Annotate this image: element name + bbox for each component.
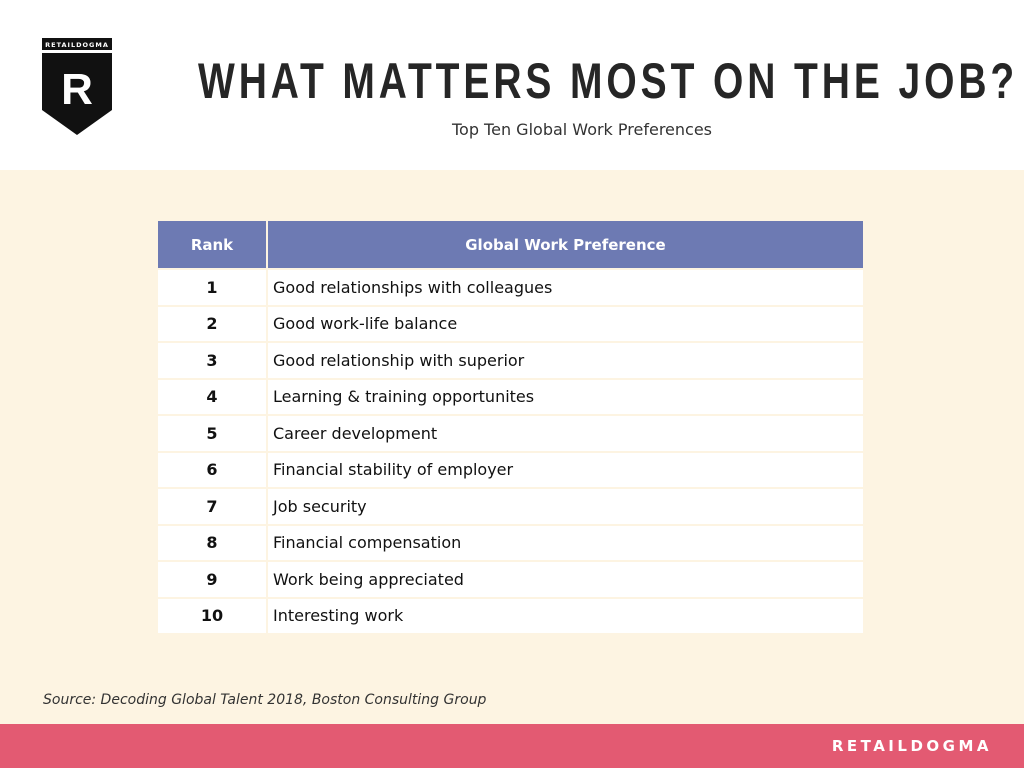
preference-cell: Job security (268, 489, 863, 524)
rank-cell: 9 (158, 562, 266, 597)
rank-cell: 3 (158, 343, 266, 378)
rank-cell: 8 (158, 525, 266, 560)
retaildogma-logo-icon: RETAILDOGMA R (42, 38, 112, 135)
preference-cell: Work being appreciated (268, 562, 863, 597)
table-row: 3 Good relationship with superior (158, 343, 863, 378)
preference-cell: Good relationships with colleagues (268, 270, 863, 305)
table-row: 7 Job security (158, 489, 863, 524)
preference-cell: Learning & training opportunites (268, 379, 863, 414)
rank-cell: 1 (158, 270, 266, 305)
table-row: 6 Financial stability of employer (158, 452, 863, 487)
rank-cell: 7 (158, 489, 266, 524)
preference-cell: Good relationship with superior (268, 343, 863, 378)
content-area: Rank Global Work Preference 1 Good relati… (0, 170, 1024, 724)
table-row: 10 Interesting work (158, 598, 863, 633)
rank-cell: 2 (158, 306, 266, 341)
preference-cell: Interesting work (268, 598, 863, 633)
rank-cell: 5 (158, 416, 266, 451)
table-row: 4 Learning & training opportunites (158, 379, 863, 414)
page-title: WHAT MATTERS MOST ON THE JOB? (198, 53, 1019, 109)
column-header-preference: Global Work Preference (268, 221, 863, 268)
preferences-table: Rank Global Work Preference 1 Good relati… (156, 219, 865, 635)
page-subtitle: Top Ten Global Work Preferences (451, 120, 713, 139)
preference-cell: Financial stability of employer (268, 452, 863, 487)
table-row: 2 Good work-life balance (158, 306, 863, 341)
footer-brand: RETAILDOGMA (831, 737, 992, 755)
svg-text:R: R (61, 65, 93, 114)
preference-cell: Financial compensation (268, 525, 863, 560)
column-header-rank: Rank (158, 221, 266, 268)
preference-cell: Career development (268, 416, 863, 451)
footer: RETAILDOGMA (0, 724, 1024, 768)
table-row: 8 Financial compensation (158, 525, 863, 560)
source-note: Source: Decoding Global Talent 2018, Bos… (43, 692, 487, 708)
svg-text:RETAILDOGMA: RETAILDOGMA (45, 41, 109, 49)
rank-cell: 10 (158, 598, 266, 633)
table-row: 1 Good relationships with colleagues (158, 270, 863, 305)
table-row: 9 Work being appreciated (158, 562, 863, 597)
table-row: 5 Career development (158, 416, 863, 451)
rank-cell: 6 (158, 452, 266, 487)
header: RETAILDOGMA R WHAT MATTERS MOST ON THE J… (0, 0, 1024, 170)
preference-cell: Good work-life balance (268, 306, 863, 341)
rank-cell: 4 (158, 379, 266, 414)
